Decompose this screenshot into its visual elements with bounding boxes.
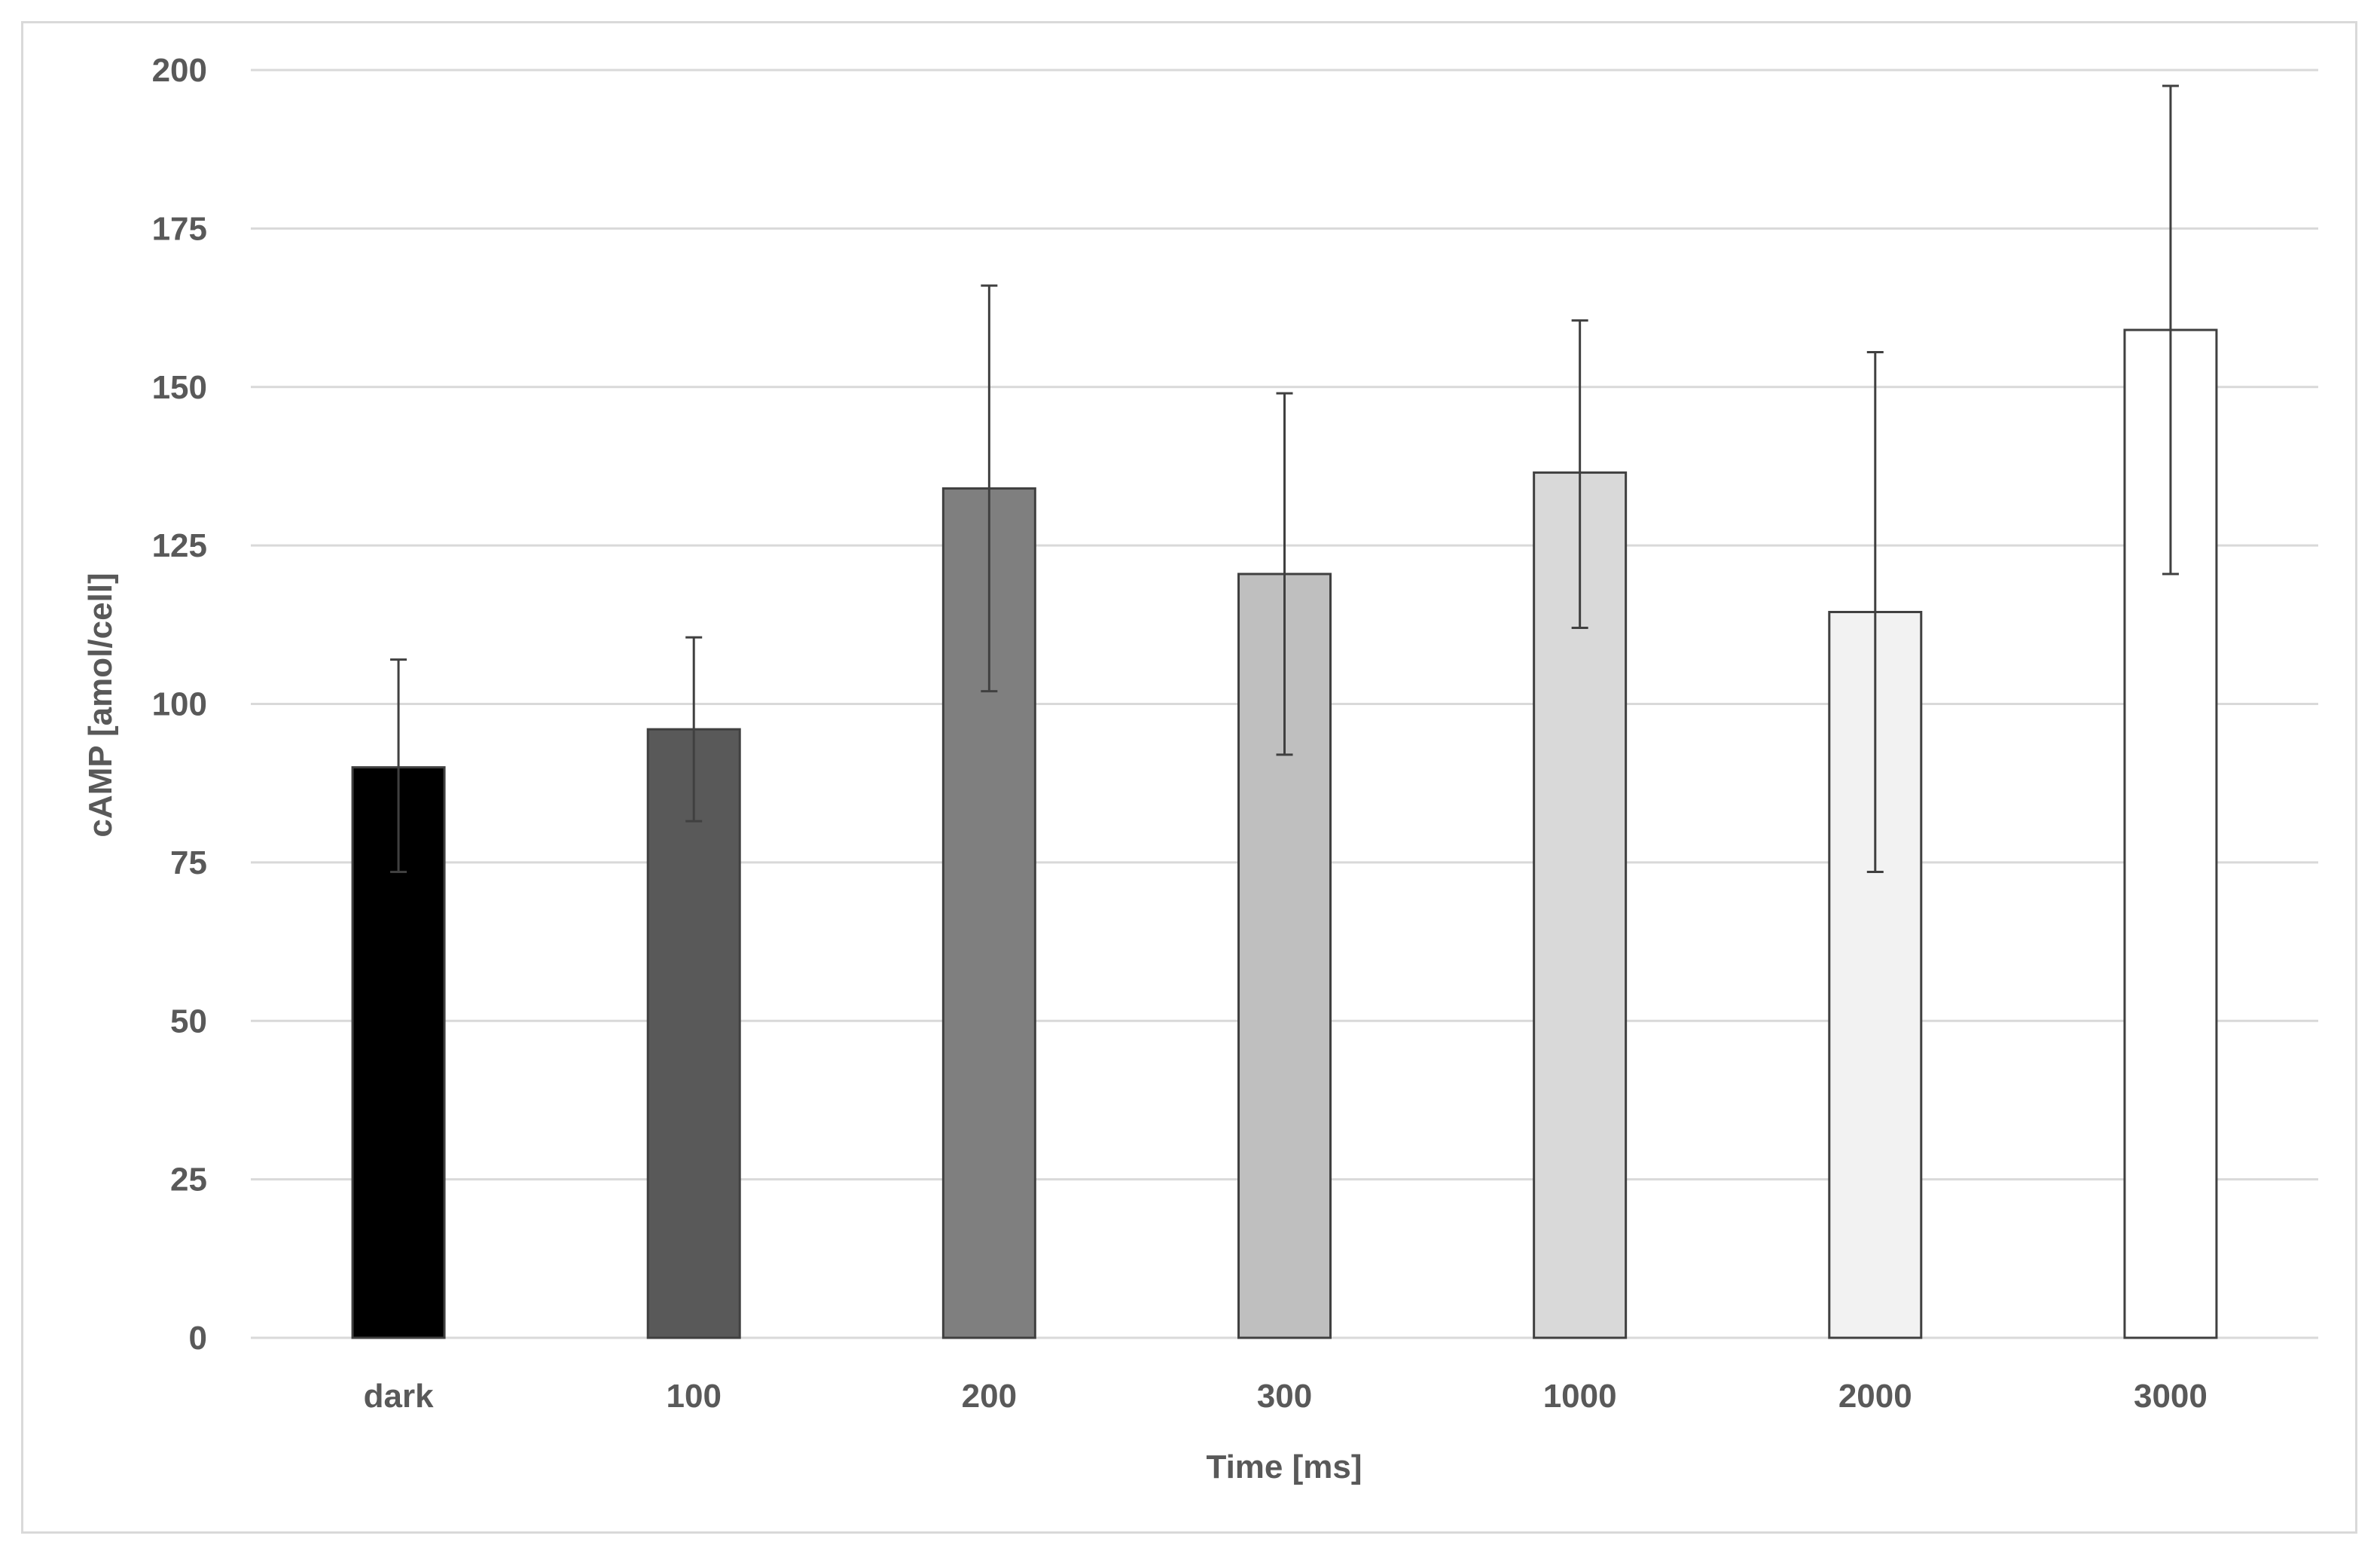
x-tick-label: 200 bbox=[962, 1378, 1017, 1415]
x-tick-label: 2000 bbox=[1838, 1378, 1912, 1415]
y-tick-label: 50 bbox=[170, 1003, 207, 1040]
y-tick-label: 0 bbox=[189, 1320, 207, 1357]
x-tick-label: dark bbox=[364, 1378, 434, 1415]
x-axis-ticks: dark 100 200 300 1000 2000 3000 bbox=[364, 1378, 2208, 1415]
y-tick-label: 150 bbox=[152, 369, 207, 406]
y-tick-label: 175 bbox=[152, 210, 207, 247]
y-axis-ticks: 0 25 50 75 100 125 150 175 200 bbox=[152, 52, 207, 1357]
error-bars bbox=[390, 84, 2179, 873]
y-tick-label: 75 bbox=[170, 844, 207, 881]
y-tick-label: 100 bbox=[152, 686, 207, 723]
x-tick-label: 3000 bbox=[2134, 1378, 2208, 1415]
y-tick-label: 200 bbox=[152, 52, 207, 89]
y-tick-label: 125 bbox=[152, 527, 207, 564]
bars bbox=[351, 328, 2218, 1339]
y-tick-label: 25 bbox=[170, 1162, 207, 1198]
bar bbox=[646, 728, 741, 1339]
y-axis-title: cAMP [amol/cell] bbox=[82, 572, 119, 837]
x-tick-label: 1000 bbox=[1543, 1378, 1617, 1415]
x-axis-title: Time [ms] bbox=[1206, 1449, 1362, 1485]
x-tick-label: 100 bbox=[667, 1378, 722, 1415]
x-tick-label: 300 bbox=[1257, 1378, 1312, 1415]
